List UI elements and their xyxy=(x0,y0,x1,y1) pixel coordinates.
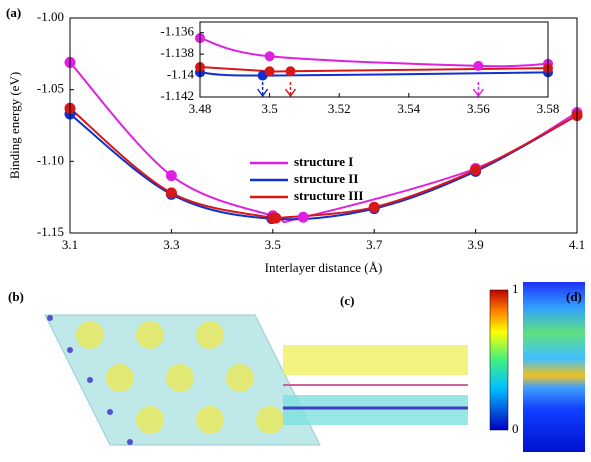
arrow-head xyxy=(472,88,485,98)
x-tick-label: 4.1 xyxy=(569,237,585,252)
plot-frame xyxy=(199,21,549,98)
marker xyxy=(264,66,275,77)
panel-label: (c) xyxy=(340,293,354,308)
arrow-head xyxy=(257,88,269,98)
y-tick-label: -1.142 xyxy=(160,88,194,103)
series-line xyxy=(199,66,549,73)
series-line xyxy=(69,113,578,221)
series-line xyxy=(199,71,549,77)
y-tick-label: -1.136 xyxy=(160,24,194,39)
atoms xyxy=(47,315,133,445)
y-tick-label: -1.15 xyxy=(37,224,64,239)
colorbar-tick-label: 1 xyxy=(512,281,519,296)
x-tick-label: 3.54 xyxy=(397,101,420,116)
colorbar xyxy=(489,289,509,431)
panel-label: (b) xyxy=(8,289,24,304)
y-tick-label: -1.138 xyxy=(160,45,194,60)
charge-density xyxy=(76,321,284,434)
plot-frame xyxy=(69,17,578,234)
y-tick-label: -1.00 xyxy=(37,9,64,24)
x-tick-label: 3.3 xyxy=(163,237,179,252)
legend-label: structure I xyxy=(294,154,353,169)
marker xyxy=(165,187,177,199)
marker xyxy=(473,60,484,71)
charge-layer xyxy=(283,395,468,425)
x-tick-label: 3.7 xyxy=(366,237,383,252)
x-tick-label: 3.1 xyxy=(62,237,78,252)
arrow-head xyxy=(284,88,297,98)
marker xyxy=(297,211,309,223)
marker xyxy=(264,51,275,62)
legend-label: structure II xyxy=(294,171,358,186)
x-tick-label: 3.58 xyxy=(537,101,560,116)
legend-label: structure III xyxy=(294,188,363,203)
y-axis-label: Binding energy (eV) xyxy=(7,72,22,179)
marker xyxy=(368,201,380,213)
x-tick-label: 3.5 xyxy=(265,237,281,252)
inset-background xyxy=(200,22,548,97)
y-tick-label: -1.14 xyxy=(167,67,195,82)
density-slice xyxy=(523,282,585,452)
marker xyxy=(285,66,296,77)
panel-label: (a) xyxy=(6,5,21,20)
x-tick-label: 3.52 xyxy=(328,101,351,116)
series-line xyxy=(199,37,549,68)
marker xyxy=(270,212,282,224)
x-tick-label: 3.9 xyxy=(467,237,483,252)
y-tick-label: -1.05 xyxy=(37,81,64,96)
x-tick-label: 3.48 xyxy=(189,101,212,116)
marker xyxy=(165,170,177,182)
marker xyxy=(470,164,482,176)
x-tick-label: 3.5 xyxy=(261,101,277,116)
panel-label: (d) xyxy=(566,289,582,304)
charge-layer xyxy=(283,345,468,375)
x-tick-label: 3.56 xyxy=(467,101,490,116)
colorbar-tick-label: 0 xyxy=(512,421,519,436)
x-axis-label: Interlayer distance (Å) xyxy=(265,260,383,275)
y-tick-label: -1.10 xyxy=(37,152,64,167)
